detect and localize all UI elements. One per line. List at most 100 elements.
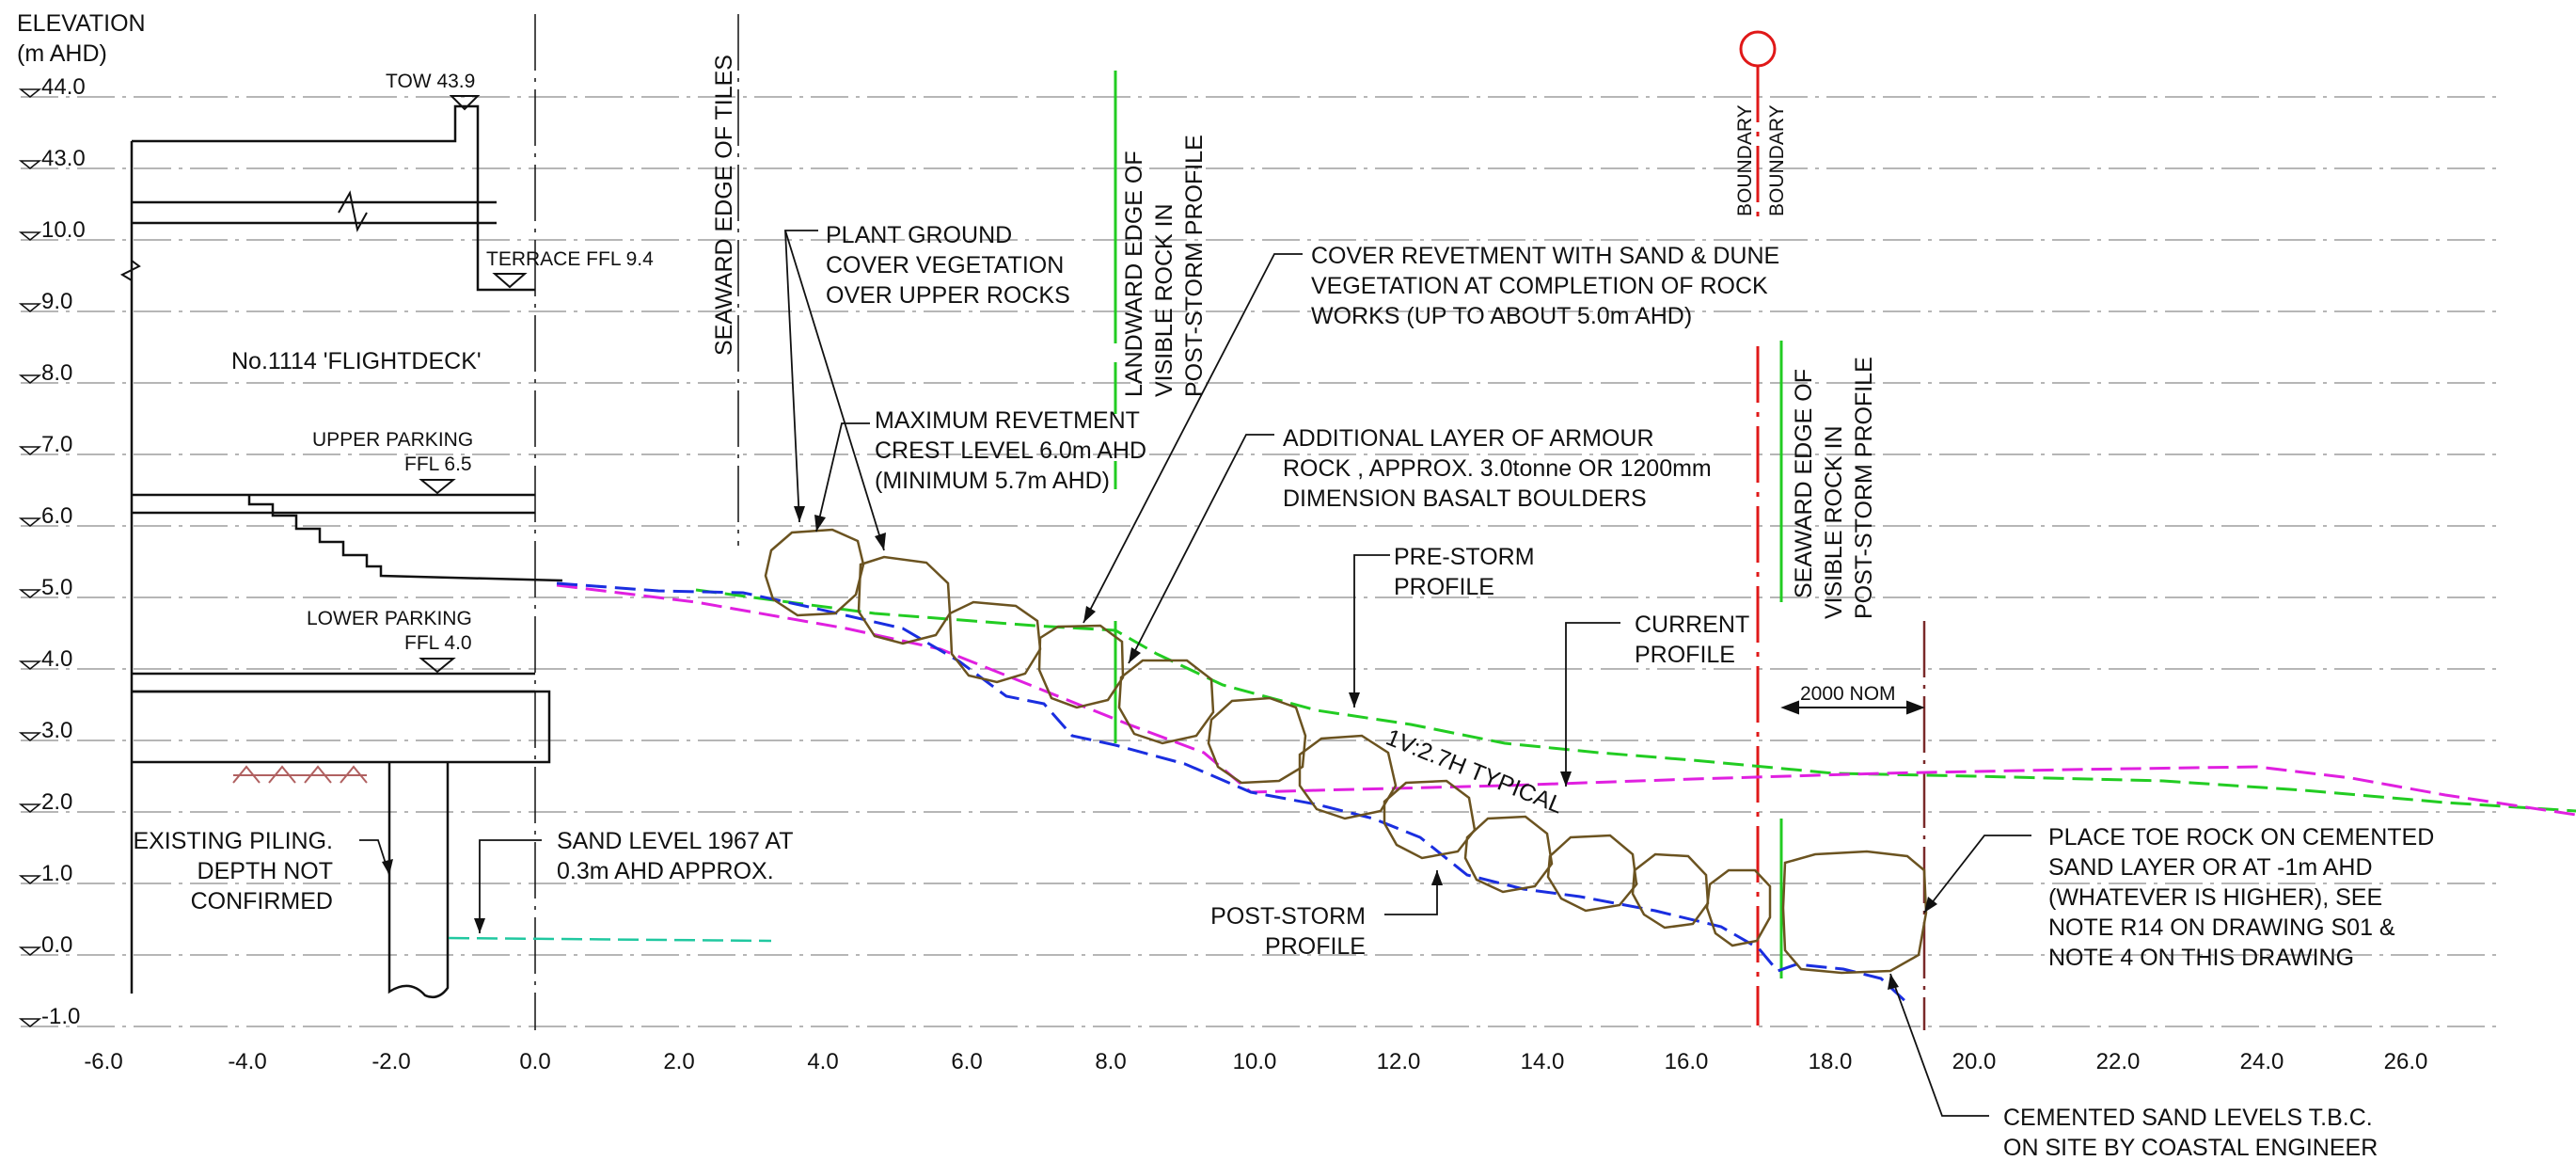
elevation-tick-label: 8.0 bbox=[41, 360, 72, 386]
seaward-edge-rock-line3: POST-STORM PROFILE bbox=[1851, 357, 1877, 619]
elevation-marker-icon bbox=[18, 88, 42, 98]
chainage-tick-label: -6.0 bbox=[84, 1049, 122, 1074]
elevation-marker-icon bbox=[18, 589, 42, 598]
chainage-tick-label: 22.0 bbox=[2096, 1049, 2141, 1074]
note-line: MAXIMUM REVETMENT bbox=[875, 407, 1140, 434]
ramp-stairs bbox=[247, 495, 563, 582]
note-current: CURRENT PROFILE bbox=[1635, 612, 1749, 668]
arrowhead bbox=[1431, 870, 1443, 885]
rock-boulder bbox=[1631, 852, 1710, 930]
leader-sand1967 bbox=[479, 839, 542, 933]
boundary-label: BOUNDARY bbox=[1734, 104, 1756, 216]
foundation-outline bbox=[132, 690, 551, 764]
elevation-marker-icon bbox=[18, 374, 42, 384]
armour-rock-boulders bbox=[764, 528, 1928, 975]
leader-cemented bbox=[1889, 973, 1989, 1117]
chainage-tick-label: -4.0 bbox=[228, 1049, 266, 1074]
elevation-marker-icon bbox=[18, 1018, 42, 1027]
elevation-tick-label: 0.0 bbox=[41, 932, 72, 958]
tow-label: TOW 43.9 bbox=[386, 71, 475, 92]
elevation-tick-label: 3.0 bbox=[41, 718, 72, 743]
elevation-marker-icon bbox=[18, 231, 42, 241]
rock-boulder bbox=[1383, 779, 1477, 860]
toe-width-dimension bbox=[1780, 700, 1925, 715]
note-line: PROFILE bbox=[1394, 574, 1494, 600]
chainage-tick-label: 0.0 bbox=[519, 1049, 550, 1074]
rock-boulder bbox=[1037, 624, 1125, 709]
arrowhead bbox=[1349, 692, 1360, 708]
note-crest-level: MAXIMUM REVETMENT CREST LEVEL 6.0m AHD (… bbox=[875, 407, 1146, 494]
boundary-label-2: BOUNDARY bbox=[1766, 104, 1788, 216]
chainage-tick-label: 10.0 bbox=[1233, 1049, 1277, 1074]
pre-storm-profile bbox=[695, 588, 2576, 813]
terrace-level-marker bbox=[492, 273, 528, 289]
leader-current bbox=[1565, 622, 1620, 787]
chainage-tick-label: 26.0 bbox=[2384, 1049, 2428, 1074]
elevation-marker-icon bbox=[18, 517, 42, 527]
leader-cover bbox=[1083, 253, 1303, 624]
elevation-marker-icon bbox=[18, 732, 42, 741]
rock-boulder bbox=[1546, 834, 1638, 913]
pile-cap-hatch bbox=[232, 765, 368, 784]
rock-boulder bbox=[1781, 850, 1928, 975]
upper-parking-level-marker bbox=[419, 479, 456, 495]
note-line: ROCK , APPROX. 3.0tonne OR 1200mm bbox=[1283, 455, 1712, 482]
note-line: EXISTING PILING. bbox=[133, 828, 333, 854]
dimension-arrow-left bbox=[1780, 700, 1799, 715]
landward-edge-rock-line3: POST-STORM PROFILE bbox=[1181, 135, 1208, 397]
elevation-tick-label: 5.0 bbox=[41, 575, 72, 600]
seaward-edge-rock-line2: VISIBLE ROCK IN bbox=[1821, 425, 1847, 619]
elevation-marker-icon bbox=[18, 160, 42, 169]
note-line: PLANT GROUND bbox=[826, 222, 1012, 248]
elevation-tick-label: 9.0 bbox=[41, 289, 72, 314]
note-armour-layer: ADDITIONAL LAYER OF ARMOUR ROCK , APPROX… bbox=[1283, 425, 1712, 512]
rock-boulder bbox=[857, 555, 952, 645]
note-line: POST-STORM bbox=[1210, 903, 1366, 930]
landward-edge-rock-line1: LANDWARD EDGE OF bbox=[1121, 151, 1147, 397]
leader-plant-2 bbox=[784, 230, 885, 551]
elevation-marker-icon bbox=[18, 875, 42, 884]
tow-level-marker bbox=[449, 95, 481, 111]
arrowhead bbox=[794, 506, 805, 522]
note-pre-storm: PRE-STORM PROFILE bbox=[1394, 544, 1535, 600]
note-line: DIMENSION BASALT BOULDERS bbox=[1283, 485, 1647, 512]
arrowhead bbox=[875, 533, 886, 550]
post-storm-profile bbox=[556, 581, 1911, 1007]
note-line: PROFILE bbox=[1265, 933, 1366, 960]
axis-title-unit: (m AHD) bbox=[17, 40, 107, 67]
arrowhead bbox=[474, 918, 485, 933]
rock-boulder bbox=[1298, 734, 1398, 820]
landward-edge-rock-label: LANDWARD EDGE OF VISIBLE ROCK IN POST-ST… bbox=[1121, 135, 1208, 397]
upper-parking-ffl: FFL 6.5 bbox=[404, 453, 472, 475]
arrowhead bbox=[814, 515, 826, 532]
leader-arrowheads bbox=[382, 506, 1937, 990]
seaward-edge-rock-label: SEAWARD EDGE OF VISIBLE ROCK IN POST-STO… bbox=[1791, 357, 1877, 619]
landward-edge-rock-line2: VISIBLE ROCK IN bbox=[1151, 203, 1177, 397]
leader-piling bbox=[359, 839, 390, 876]
chainage-tick-label: 4.0 bbox=[807, 1049, 838, 1074]
note-line: ON SITE BY COASTAL ENGINEER bbox=[2003, 1135, 2378, 1161]
note-line: COVER REVETMENT WITH SAND & DUNE bbox=[1311, 243, 1779, 269]
note-line: NOTE 4 ON THIS DRAWING bbox=[2048, 945, 2354, 971]
chainage-tick-label: 16.0 bbox=[1665, 1049, 1709, 1074]
note-plant-vegetation: PLANT GROUND COVER VEGETATION OVER UPPER… bbox=[826, 222, 1070, 309]
rock-boulder bbox=[948, 600, 1042, 684]
note-line: PROFILE bbox=[1635, 642, 1735, 668]
level-markers bbox=[419, 95, 528, 674]
building-name: No.1114 'FLIGHTDECK' bbox=[231, 348, 482, 374]
chainage-tick-label: 6.0 bbox=[951, 1049, 982, 1074]
rock-boulder bbox=[1207, 696, 1307, 785]
note-line: SAND LEVEL 1967 AT bbox=[557, 828, 794, 854]
seaward-edge-rock-line1: SEAWARD EDGE OF bbox=[1791, 369, 1817, 598]
note-line: ADDITIONAL LAYER OF ARMOUR bbox=[1283, 425, 1654, 452]
note-cemented-sand: CEMENTED SAND LEVELS T.B.C. ON SITE BY C… bbox=[2003, 1105, 2378, 1161]
rock-boulder bbox=[764, 528, 865, 617]
arrowhead bbox=[382, 859, 393, 875]
existing-pile bbox=[387, 762, 450, 998]
elevation-tick-label: 7.0 bbox=[41, 432, 72, 457]
chainage-tick-label: 20.0 bbox=[1952, 1049, 1997, 1074]
arrowhead bbox=[1129, 647, 1141, 663]
seaward-edge-tiles-label: SEAWARD EDGE OF TILES bbox=[711, 55, 737, 356]
leader-lines bbox=[359, 230, 2031, 1117]
